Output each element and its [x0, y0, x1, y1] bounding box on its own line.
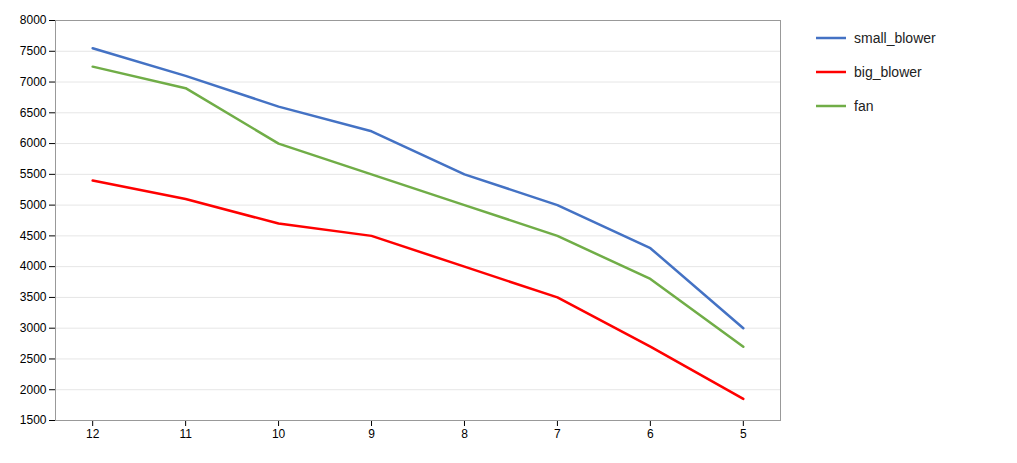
- svg-text:3500: 3500: [20, 290, 47, 304]
- svg-text:5000: 5000: [20, 198, 47, 212]
- svg-text:3000: 3000: [20, 321, 47, 335]
- svg-text:6: 6: [647, 427, 654, 441]
- html-text:big_blower: big_blower: [854, 64, 922, 80]
- svg-text:1500: 1500: [20, 413, 47, 427]
- svg-text:5500: 5500: [20, 167, 47, 181]
- html-text:fan: fan: [854, 98, 874, 114]
- html-text:small_blower: small_blower: [854, 30, 936, 46]
- svg-text:7500: 7500: [20, 44, 47, 58]
- svg-text:10: 10: [272, 427, 286, 441]
- svg-text:4500: 4500: [20, 229, 47, 243]
- svg-text:6500: 6500: [20, 106, 47, 120]
- svg-text:6000: 6000: [20, 136, 47, 150]
- svg-text:9: 9: [368, 427, 375, 441]
- svg-text:2500: 2500: [20, 352, 47, 366]
- svg-text:11: 11: [179, 427, 192, 441]
- svg-text:7000: 7000: [20, 75, 47, 89]
- svg-text:2000: 2000: [20, 383, 47, 397]
- svg-text:8000: 8000: [20, 13, 47, 27]
- svg-text:4000: 4000: [20, 259, 47, 273]
- svg-text:5: 5: [740, 427, 747, 441]
- svg-text:7: 7: [554, 427, 561, 441]
- svg-text:8: 8: [461, 427, 468, 441]
- svg-text:12: 12: [86, 427, 100, 441]
